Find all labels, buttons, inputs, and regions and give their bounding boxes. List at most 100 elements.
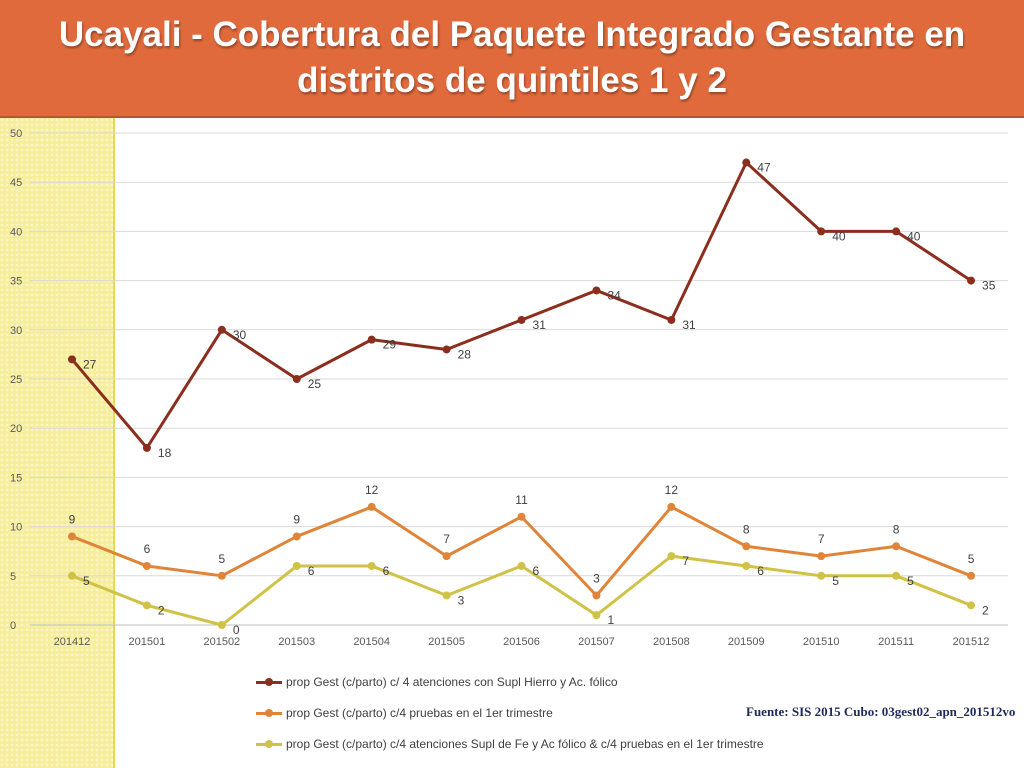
- data-label: 18: [158, 446, 172, 460]
- data-point: [517, 512, 526, 521]
- data-point: [742, 561, 751, 570]
- data-point: [217, 621, 226, 629]
- data-label: 8: [743, 522, 750, 536]
- data-point: [142, 561, 151, 570]
- data-point: [68, 532, 76, 541]
- source-note: Fuente: SIS 2015 Cubo: 03gest02_apn_2015…: [746, 704, 1016, 719]
- data-point: [517, 315, 526, 324]
- data-label: 12: [365, 483, 379, 497]
- data-point: [667, 502, 676, 511]
- legend-swatch: [256, 676, 282, 688]
- x-tick-label: 201507: [578, 636, 615, 648]
- y-axis-ticks: 0 5 10 15 20 25 30 35 40 45 50: [10, 128, 22, 632]
- data-point: [967, 601, 976, 610]
- data-label: 34: [607, 288, 621, 302]
- data-label: 31: [533, 318, 547, 332]
- y-tick-label: 35: [10, 276, 22, 288]
- data-point: [442, 591, 451, 600]
- x-tick-label: 201509: [728, 636, 765, 648]
- series-group: [68, 158, 976, 629]
- data-label: 3: [458, 593, 465, 607]
- data-label: 6: [533, 564, 540, 578]
- legend-label: prop Gest (c/parto) c/ 4 atenciones con …: [286, 675, 618, 689]
- data-point: [967, 276, 976, 285]
- data-label: 6: [144, 542, 151, 556]
- data-label: 28: [458, 347, 472, 361]
- x-tick-label: 201505: [428, 636, 465, 648]
- data-point: [292, 532, 301, 541]
- data-point: [217, 571, 226, 580]
- data-label: 6: [308, 564, 315, 578]
- title-line-1: Ucayali - Cobertura del Paquete Integrad…: [58, 15, 966, 54]
- legend-item: prop Gest (c/parto) c/4 atenciones Supl …: [256, 734, 764, 754]
- data-label: 7: [682, 554, 689, 568]
- data-point: [592, 611, 601, 620]
- x-tick-label: 201503: [278, 636, 315, 648]
- data-label: 5: [907, 574, 914, 588]
- data-point: [517, 561, 526, 570]
- x-tick-label: 201511: [878, 636, 914, 648]
- data-label: 7: [443, 532, 450, 546]
- page-title: Ucayali - Cobertura del Paquete Integrad…: [32, 12, 992, 104]
- data-point: [667, 315, 676, 324]
- y-tick-label: 30: [10, 325, 22, 337]
- data-label: 5: [83, 574, 90, 588]
- x-tick-label: 201502: [203, 636, 240, 648]
- y-tick-label: 0: [10, 620, 16, 632]
- data-point: [967, 571, 976, 580]
- data-point: [742, 158, 751, 167]
- x-tick-label: 201512: [953, 636, 990, 648]
- data-point: [817, 552, 826, 561]
- data-point: [592, 591, 601, 600]
- data-label: 2: [158, 603, 165, 617]
- data-point: [442, 552, 451, 561]
- data-point: [367, 502, 376, 511]
- data-label: 12: [665, 483, 679, 497]
- legend-item: prop Gest (c/parto) c/ 4 atenciones con …: [256, 672, 618, 692]
- x-tick-label: 201506: [503, 636, 540, 648]
- data-label: 35: [982, 279, 996, 293]
- y-tick-label: 45: [10, 177, 22, 189]
- data-label: 8: [893, 522, 900, 536]
- x-tick-label: 201501: [129, 636, 166, 648]
- data-label: 40: [907, 229, 921, 243]
- title-bar: Ucayali - Cobertura del Paquete Integrad…: [0, 0, 1024, 118]
- legend-label: prop Gest (c/parto) c/4 atenciones Supl …: [286, 737, 764, 751]
- data-point: [68, 355, 76, 364]
- decorative-strip: [0, 118, 115, 768]
- data-point: [892, 571, 901, 580]
- x-axis-ticks: 201412 201501 201502 201503 201504 201505 2015…: [54, 636, 990, 648]
- x-tick-label: 201504: [353, 636, 390, 648]
- data-label: 25: [308, 377, 322, 391]
- data-label: 27: [83, 357, 97, 371]
- data-point: [367, 561, 376, 570]
- data-label: 6: [757, 564, 764, 578]
- data-point: [667, 552, 676, 561]
- data-point: [592, 286, 601, 295]
- data-label: 31: [682, 318, 696, 332]
- data-point: [68, 571, 76, 580]
- data-point: [142, 443, 151, 452]
- data-label: 2: [982, 603, 989, 617]
- data-point: [817, 571, 826, 580]
- data-label: 40: [832, 229, 846, 243]
- y-tick-label: 5: [10, 571, 16, 583]
- y-tick-label: 15: [10, 472, 22, 484]
- data-point: [292, 561, 301, 570]
- data-label: 0: [233, 623, 240, 637]
- data-point: [292, 375, 301, 383]
- y-tick-label: 20: [10, 423, 22, 435]
- data-point: [817, 227, 826, 236]
- data-point: [217, 325, 226, 334]
- x-tick-label: 201508: [653, 636, 690, 648]
- data-label: 11: [515, 493, 528, 507]
- y-tick-label: 50: [10, 128, 22, 140]
- data-label: 47: [757, 161, 771, 175]
- data-point: [742, 542, 751, 551]
- data-point: [142, 601, 151, 610]
- data-label: 9: [69, 512, 76, 526]
- data-label: 6: [383, 564, 390, 578]
- legend-swatch-dot: [265, 709, 273, 717]
